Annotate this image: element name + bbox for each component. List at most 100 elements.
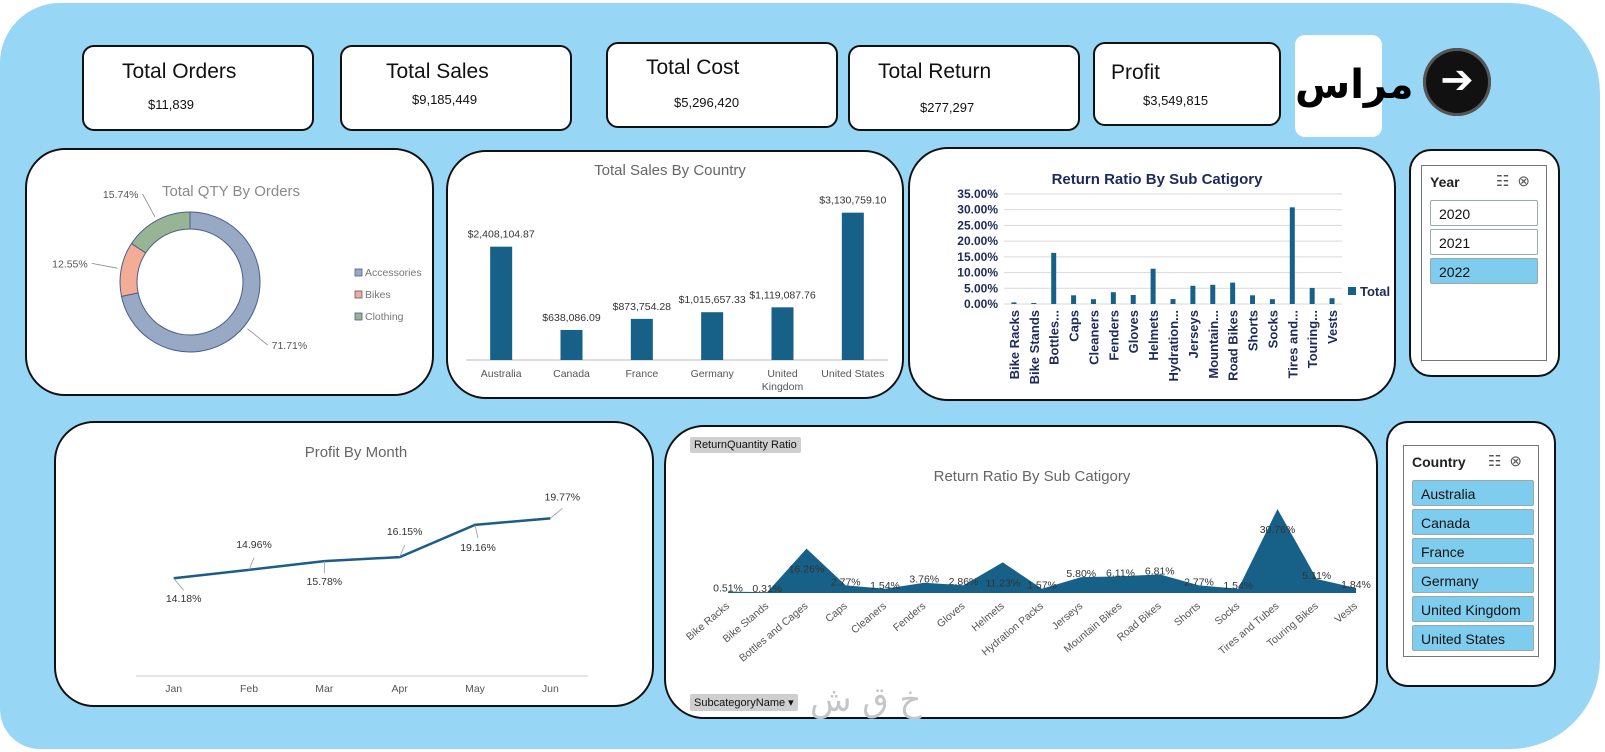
- tick-label: Jun: [542, 683, 559, 695]
- y-tick-label: 25.00%: [957, 218, 998, 232]
- subcategory-field-button[interactable]: SubcategoryName ▾: [690, 694, 798, 711]
- slicer-item-france[interactable]: France: [1412, 538, 1534, 564]
- tick-label: Germany: [691, 368, 735, 380]
- tick-label: France: [625, 368, 658, 380]
- tick-label: Apr: [391, 683, 408, 695]
- pie-slice: [120, 211, 261, 353]
- multi-select-icon[interactable]: ☷⊗: [1495, 173, 1538, 190]
- data-label: 6.81%: [1145, 565, 1175, 577]
- qty-by-orders-chart: Total QTY By Orders 71.71% 12.55% 15.74% Acc…: [52, 183, 422, 353]
- arrow-right-icon[interactable]: ➔: [1423, 48, 1491, 116]
- profit-by-month-chart: Profit By Month 14.18% Jan 14.96% Feb 15.78% M…: [136, 444, 588, 695]
- data-label: $1,015,657.33: [679, 294, 746, 306]
- legend-label: Clothing: [365, 311, 404, 323]
- tick-label: Australia: [481, 368, 522, 380]
- slicer-item-2022[interactable]: 2022: [1430, 258, 1538, 284]
- return-ratio-area-card: Return Ratio By Sub Catigory 0.51% Bike Ra…: [664, 425, 1378, 719]
- tick-label: Canada: [553, 368, 590, 380]
- legend-label: Accessories: [365, 267, 422, 279]
- slicer-item-germany[interactable]: Germany: [1412, 567, 1534, 593]
- slicer-item-united-kingdom[interactable]: United Kingdom: [1412, 596, 1534, 622]
- bar: [1309, 287, 1315, 304]
- leader-line: [399, 544, 406, 558]
- return-quantity-field-button[interactable]: ReturnQuantity Ratio: [690, 437, 801, 453]
- kpi-value: $11,839: [148, 97, 195, 112]
- bar: [1110, 292, 1116, 304]
- tick-label: Bottles and Cages: [737, 600, 810, 664]
- kpi-total-orders: Total Orders $11,839: [82, 45, 314, 131]
- data-label: 1.84%: [1341, 579, 1371, 591]
- bar: [1090, 299, 1096, 304]
- country-slicer-card: Country ☷⊗ Australia Canada France Germa…: [1386, 421, 1556, 687]
- x-tick-label: Gloves: [1126, 310, 1141, 353]
- slicer-item-2020[interactable]: 2020: [1430, 200, 1538, 226]
- kpi-title: Profit: [1111, 61, 1161, 84]
- pie-slice: [119, 242, 147, 297]
- leader-line: [474, 524, 479, 539]
- tick-label: Shorts: [1172, 600, 1203, 629]
- x-tick-label: Mountain...: [1206, 310, 1221, 379]
- data-label: 16.15%: [387, 526, 423, 538]
- bar: [1130, 295, 1136, 304]
- series-line: [173, 517, 551, 580]
- kpi-value: $9,185,449: [412, 92, 478, 107]
- leader-line: [142, 193, 156, 218]
- tick-label: Vests: [1333, 600, 1360, 626]
- x-tick-label: Touring...: [1305, 310, 1320, 368]
- bar: [1011, 302, 1017, 304]
- qty-by-orders-card: Total QTY By Orders 71.71% 12.55% 15.74% Acc…: [25, 148, 434, 396]
- data-label: 1.57%: [1027, 580, 1057, 592]
- data-label: 0.31%: [752, 583, 782, 595]
- multi-select-icon[interactable]: ☷⊗: [1487, 453, 1530, 470]
- bar: [1289, 207, 1295, 304]
- tick-label: Caps: [823, 600, 849, 625]
- tick-label: Jerseys: [1050, 600, 1085, 632]
- legend-swatch: [1348, 287, 1356, 295]
- y-tick-label: 15.00%: [957, 250, 998, 264]
- tick-label: United States: [821, 368, 884, 380]
- chart-title: Total Sales By Country: [594, 162, 746, 179]
- y-tick-label: 10.00%: [957, 266, 998, 280]
- tick-label: Fenders: [891, 600, 928, 634]
- bar: [771, 307, 794, 360]
- y-tick-label: 20.00%: [957, 234, 998, 248]
- legend-label: Bikes: [365, 289, 391, 301]
- tick-label: Cleaners: [849, 600, 889, 636]
- bar: [1051, 252, 1057, 304]
- pie-slice: [130, 211, 191, 254]
- chart-title: Return Ratio By Sub Catigory: [1052, 171, 1264, 188]
- tick-label: Kingdom: [762, 381, 804, 393]
- data-label: 1.54%: [870, 580, 900, 592]
- bar: [1031, 303, 1037, 304]
- leader-line: [173, 577, 184, 591]
- profit-by-month-card: Profit By Month 14.18% Jan 14.96% Feb 15.78% M…: [54, 421, 654, 707]
- data-label: $1,119,087.76: [749, 289, 816, 301]
- x-tick-label: Hydration...: [1166, 310, 1181, 382]
- data-label: 6.11%: [1106, 567, 1135, 579]
- data-label: 14.18%: [166, 593, 202, 605]
- bar: [1250, 295, 1256, 304]
- x-tick-label: Road Bikes: [1226, 310, 1241, 381]
- x-tick-label: Tires and...: [1285, 310, 1300, 378]
- slicer-item-united-states[interactable]: United States: [1412, 625, 1534, 651]
- slicer-title: Country: [1412, 454, 1466, 470]
- slicer-item-2021[interactable]: 2021: [1430, 229, 1538, 255]
- data-label: 16.26%: [789, 564, 825, 576]
- slicer-item-canada[interactable]: Canada: [1412, 509, 1534, 535]
- data-label: 15.74%: [103, 189, 139, 201]
- slicer-item-australia[interactable]: Australia: [1412, 480, 1534, 506]
- data-label: 3.76%: [909, 574, 939, 586]
- kpi-value: $3,549,815: [1143, 93, 1209, 108]
- leader-line: [91, 262, 118, 269]
- bar: [1269, 299, 1275, 304]
- tick-label: Helmets: [969, 600, 1006, 634]
- chart-title: Return Ratio By Sub Catigory: [934, 468, 1131, 485]
- chart-title: Profit By Month: [305, 444, 408, 461]
- leader-line: [247, 328, 268, 346]
- bar: [1190, 285, 1196, 304]
- data-label: 12.55%: [52, 258, 88, 270]
- kpi-value: $5,296,420: [674, 95, 740, 110]
- y-tick-label: 5.00%: [964, 281, 998, 295]
- data-label: 71.71%: [272, 340, 308, 352]
- data-label: $2,408,104.87: [468, 229, 535, 241]
